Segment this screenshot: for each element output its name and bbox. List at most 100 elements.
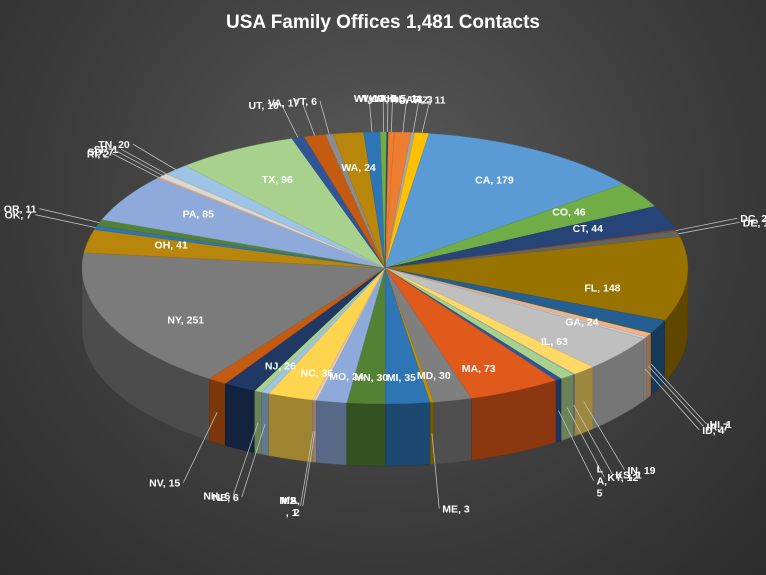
leader-line-id	[644, 368, 700, 431]
pie-side-la	[555, 378, 562, 443]
leader-line-sp	[120, 148, 167, 175]
slice-label-az: AZ, 11	[415, 94, 446, 106]
leader-line-ok	[34, 214, 96, 228]
leader-line-sd	[116, 150, 163, 176]
slice-label-id: ID, 4	[702, 425, 724, 437]
pie-side-ia	[646, 332, 651, 400]
slice-label-va: VA, 17	[268, 98, 299, 110]
slice-label-wy: WY, 5	[369, 93, 397, 105]
leader-line-ak	[390, 98, 394, 133]
leader-line-vt	[319, 100, 330, 135]
slice-label-ut: UT, 10	[249, 100, 280, 112]
pie-side-md	[433, 398, 472, 465]
leader-line-de	[678, 221, 740, 235]
pie-side-mo	[316, 400, 347, 466]
slice-label-ri: RI, 2	[87, 149, 109, 161]
slice-label-tx: TX, 96	[262, 174, 293, 186]
slice-label-ia: IA, 7	[707, 421, 729, 433]
slice-label-sp: SP, 1	[94, 144, 118, 156]
pie-side-id	[643, 336, 647, 402]
pie-side-me	[429, 402, 435, 465]
pie-slice-ny	[81, 252, 386, 380]
slice-label-pa: PA, 85	[183, 208, 214, 220]
slice-label-dc: DC, 2	[740, 213, 766, 225]
leader-line-wi	[368, 98, 373, 133]
slice-label-ca: CA, 179	[475, 174, 514, 186]
leader-line-va	[301, 102, 316, 136]
pie-side-mn	[346, 402, 386, 467]
leader-line-dc	[676, 217, 738, 231]
slice-label-ak: AK, 5	[379, 93, 406, 105]
pie-slice-fl	[384, 236, 689, 321]
leader-line-ky	[566, 407, 605, 478]
slice-label-oh: OH, 41	[155, 240, 188, 252]
slice-label-n-a: N/A, 1	[279, 495, 298, 519]
slice-label-co: CO, 46	[552, 206, 585, 218]
slice-label-me: ME, 3	[442, 504, 470, 516]
pie-tops	[81, 131, 689, 405]
leader-line-nv	[182, 412, 218, 483]
slice-label-al: AL, 13	[391, 93, 423, 105]
pie-side-ne	[261, 391, 269, 456]
pie-side-nv	[209, 378, 226, 446]
slice-label-mn: MN, 30	[354, 372, 388, 384]
slice-label-ms: MS, 2	[281, 495, 300, 519]
chart-title: USA Family Offices 1,481 Contacts	[226, 12, 540, 33]
slice-label-ks: KS, 1	[615, 469, 641, 481]
leader-line-ut	[281, 104, 299, 138]
slice-label-il: IL, 63	[541, 336, 568, 348]
slice-label-mo: MO, 24	[329, 371, 364, 383]
slice-label-fl: FL, 148	[584, 282, 620, 294]
slice-label-ar: AR, 3	[406, 94, 433, 106]
pie-side-nc	[268, 393, 313, 463]
slice-label-de: DE, 10	[743, 217, 766, 229]
slice-label-ky: KY, 12	[607, 472, 638, 484]
slice-label-ga: GA, 24	[565, 317, 598, 329]
slice-label-sd: SD, 7	[88, 146, 114, 158]
slice-label-mi: MI, 35	[387, 372, 416, 384]
slice-label-nj: NJ, 26	[265, 360, 296, 372]
slice-label-ny: NY, 251	[167, 314, 204, 326]
slice-label-wa: WA, 24	[341, 162, 376, 174]
leader-line-nh	[232, 422, 259, 496]
leader-line-or	[39, 208, 100, 224]
pie-slice-tx	[184, 138, 386, 269]
leader-line-tn	[132, 143, 176, 170]
leader-line-n-a	[300, 431, 314, 506]
slice-label-or: OR, 11	[4, 204, 37, 216]
slice-label-ne: NE, 6	[213, 492, 239, 504]
pie-slice-ca	[384, 133, 624, 269]
pie-side-ky	[560, 374, 574, 441]
leader-line-in	[583, 401, 625, 471]
leader-line-me	[431, 433, 440, 509]
pie-side-nj	[225, 383, 255, 454]
slice-label-nv: NV, 15	[149, 478, 180, 490]
leader-line-az	[421, 99, 431, 134]
leader-line-ms	[302, 431, 316, 507]
slice-label-md: MD, 30	[417, 370, 451, 382]
slice-label-vt: VT, 6	[293, 96, 317, 108]
pie-sides	[81, 267, 689, 467]
slice-label-wi: WI, 13	[354, 93, 385, 105]
leader-line-ar	[412, 98, 420, 133]
slice-label-ct: CT, 44	[573, 223, 604, 235]
pie-side-ms	[313, 399, 317, 463]
leader-line-ia	[648, 365, 704, 427]
slice-label-tn: TN, 20	[98, 139, 130, 151]
leader-line-ri	[111, 153, 160, 178]
leader-line-al	[402, 98, 408, 133]
leader-line-hi	[650, 363, 707, 425]
leader-line-ne	[241, 423, 266, 498]
pie-side-mi	[384, 402, 431, 467]
leader-line-ks	[573, 405, 613, 475]
slice-label-nh: NH, 6	[203, 490, 230, 502]
slice-label-nc: NC, 36	[301, 368, 334, 380]
slice-label-ma: MA, 73	[462, 363, 496, 375]
leader-line-la	[558, 410, 594, 481]
slice-label-in: IN, 19	[627, 465, 655, 477]
slice-label-wyoming: Wyoming, 1	[359, 93, 418, 105]
leader-line-wyoming	[386, 98, 389, 133]
slice-label-la: L A, 5	[597, 464, 608, 500]
